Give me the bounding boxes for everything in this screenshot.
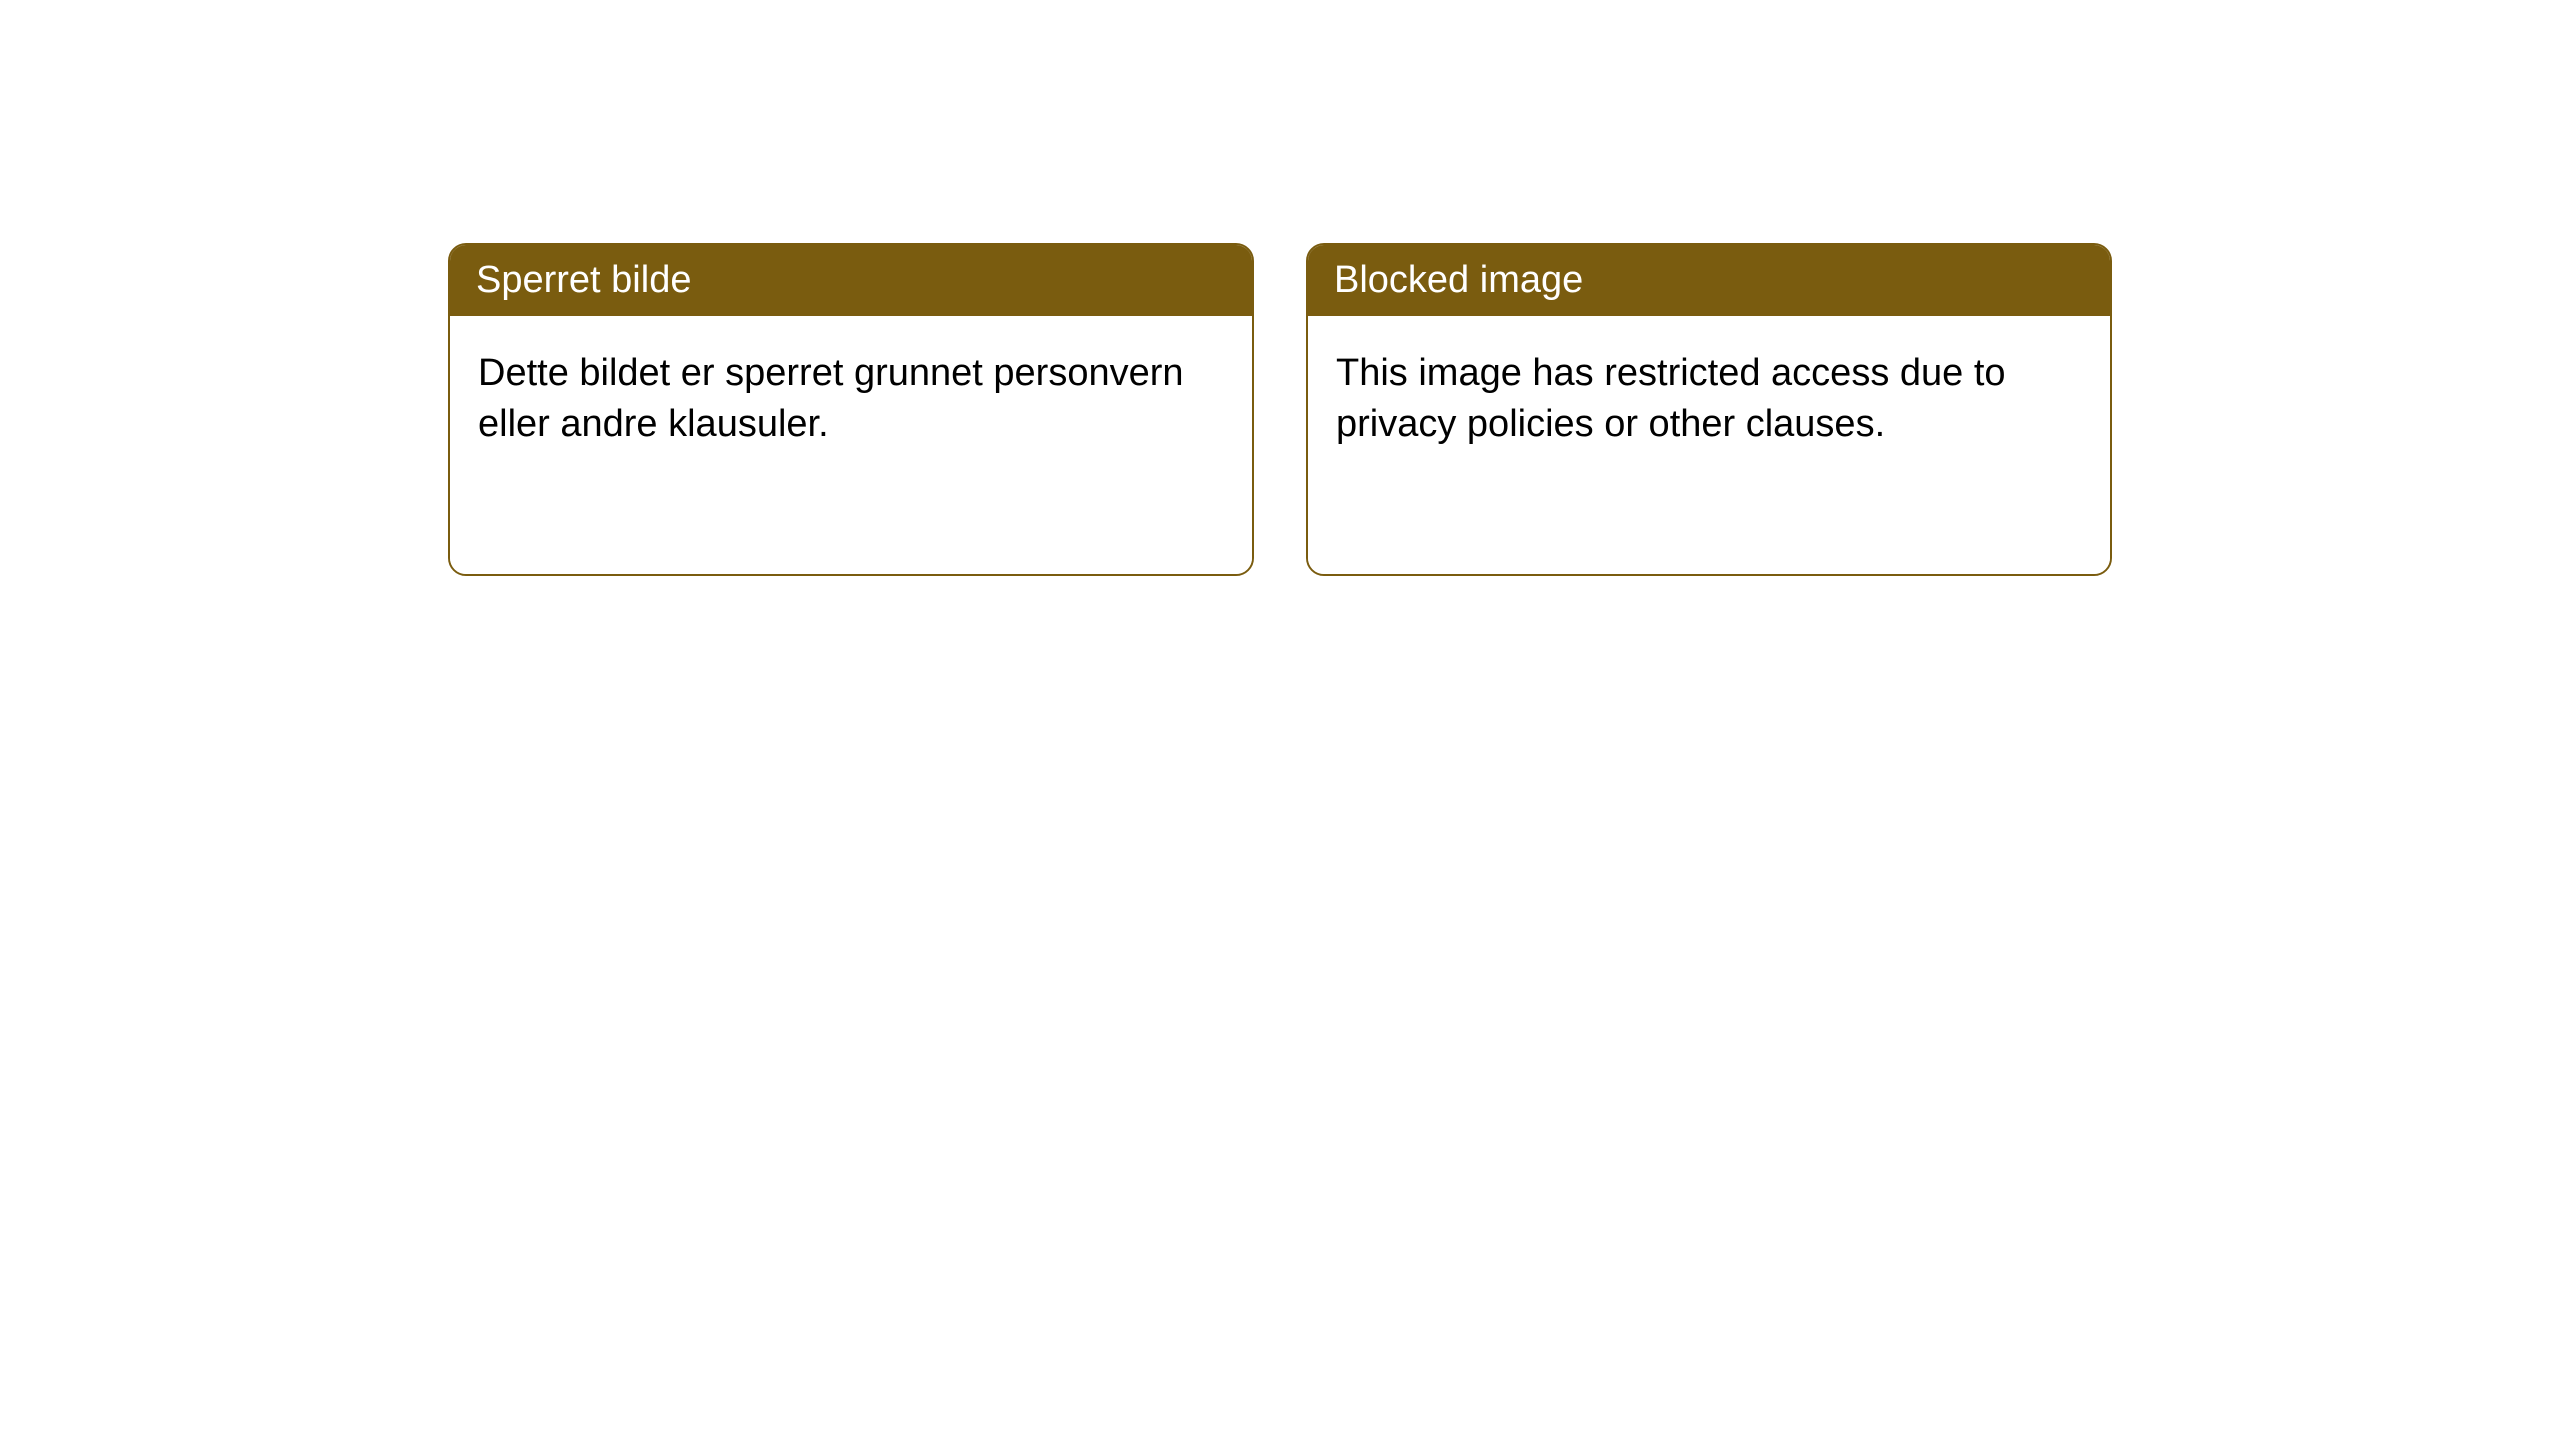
notice-box-english: Blocked image This image has restricted … — [1306, 243, 2112, 576]
notice-body: This image has restricted access due to … — [1308, 316, 2110, 574]
notice-title: Blocked image — [1334, 259, 1583, 301]
notice-header: Sperret bilde — [450, 245, 1252, 316]
notice-title: Sperret bilde — [476, 259, 691, 301]
notice-body: Dette bildet er sperret grunnet personve… — [450, 316, 1252, 574]
notice-container: Sperret bilde Dette bildet er sperret gr… — [448, 243, 2112, 576]
notice-text: This image has restricted access due to … — [1336, 348, 2082, 451]
notice-text: Dette bildet er sperret grunnet personve… — [478, 348, 1224, 451]
notice-box-norwegian: Sperret bilde Dette bildet er sperret gr… — [448, 243, 1254, 576]
notice-header: Blocked image — [1308, 245, 2110, 316]
